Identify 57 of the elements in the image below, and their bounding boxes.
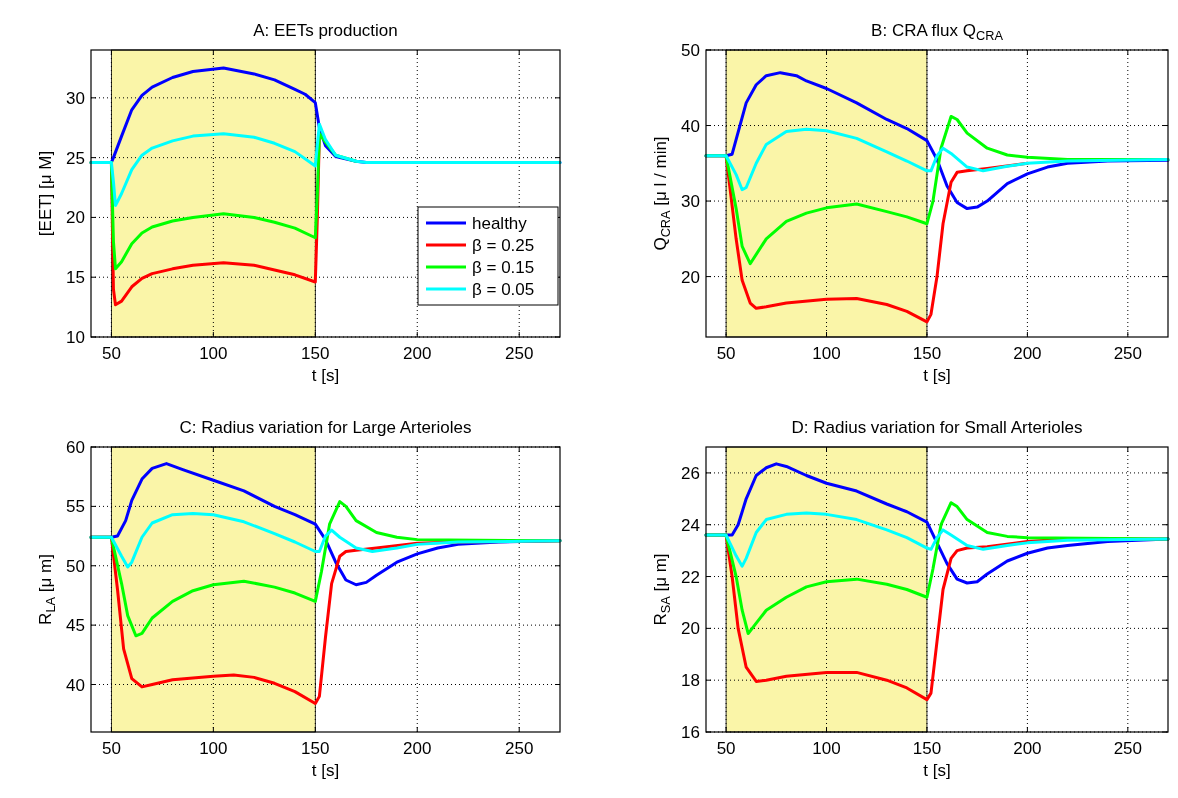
y-tick-label: 60 <box>66 438 85 457</box>
legend-label: β = 0.25 <box>472 236 535 255</box>
x-tick-label: 50 <box>101 344 121 363</box>
x-axis-title: t [s] <box>311 761 340 780</box>
y-tick-label: 30 <box>66 88 85 108</box>
x-tick-label: 250 <box>1113 739 1143 758</box>
line-series <box>704 127 1170 192</box>
x-tick-label: 100 <box>812 739 841 758</box>
y-tick-label: 10 <box>66 328 85 347</box>
legend-label: β = 0.05 <box>472 280 535 299</box>
x-tick-label: 150 <box>912 739 942 758</box>
y-tick-label: 16 <box>681 723 700 742</box>
y-tick-label: 40 <box>681 116 700 136</box>
y-tick-label: 20 <box>681 267 700 287</box>
x-tick-label: 200 <box>403 344 432 363</box>
line-series <box>89 512 562 569</box>
y-tick-label: 30 <box>681 192 700 212</box>
x-tick-label: 100 <box>199 739 228 758</box>
x-tick-label: 50 <box>101 739 121 758</box>
x-tick-label: 200 <box>1013 344 1042 363</box>
x-tick-label: 200 <box>1013 739 1042 758</box>
x-tick-label: 150 <box>301 739 330 758</box>
y-tick-label: 40 <box>66 675 85 695</box>
y-tick-label: 15 <box>66 268 85 288</box>
x-tick-label: 250 <box>505 739 534 758</box>
x-tick-label: 200 <box>403 739 432 758</box>
line-series <box>704 511 1170 568</box>
y-axis-title: [EET] [μ M] <box>36 150 55 237</box>
x-tick-label: 50 <box>716 739 736 758</box>
x-axis-title: t [s] <box>311 366 340 385</box>
x-tick-label: 100 <box>812 344 841 363</box>
y-tick-label: 50 <box>681 41 700 60</box>
legend-label: healthy <box>472 214 528 233</box>
y-tick-label: 20 <box>681 619 700 639</box>
chart-title: D: Radius variation for Small Arterioles <box>791 418 1083 437</box>
y-tick-label: 20 <box>66 208 85 228</box>
y-tick-label: 26 <box>681 463 700 483</box>
y-tick-label: 55 <box>66 497 85 517</box>
chart-title: C: Radius variation for Large Arterioles <box>179 418 472 437</box>
x-tick-label: 250 <box>505 344 534 363</box>
x-tick-label: 150 <box>912 344 942 363</box>
legend-label: β = 0.15 <box>472 258 535 277</box>
x-axis-title: t [s] <box>923 366 951 385</box>
x-tick-label: 100 <box>199 344 228 363</box>
chart-title: B: CRA flux Q$_{CRA}$ <box>871 21 1004 43</box>
y-tick-label: 24 <box>681 515 700 535</box>
line-series <box>89 122 562 207</box>
y-tick-label: 45 <box>66 616 85 636</box>
x-tick-label: 250 <box>1113 344 1143 363</box>
y-tick-label: 25 <box>66 148 85 168</box>
chart-title: A: EETs production <box>253 21 398 40</box>
y-tick-label: 50 <box>66 556 85 576</box>
x-axis-title: t [s] <box>923 761 951 780</box>
y-tick-label: 18 <box>681 671 700 691</box>
y-tick-label: 22 <box>681 567 700 587</box>
x-tick-label: 150 <box>301 344 330 363</box>
x-tick-label: 50 <box>716 344 736 363</box>
